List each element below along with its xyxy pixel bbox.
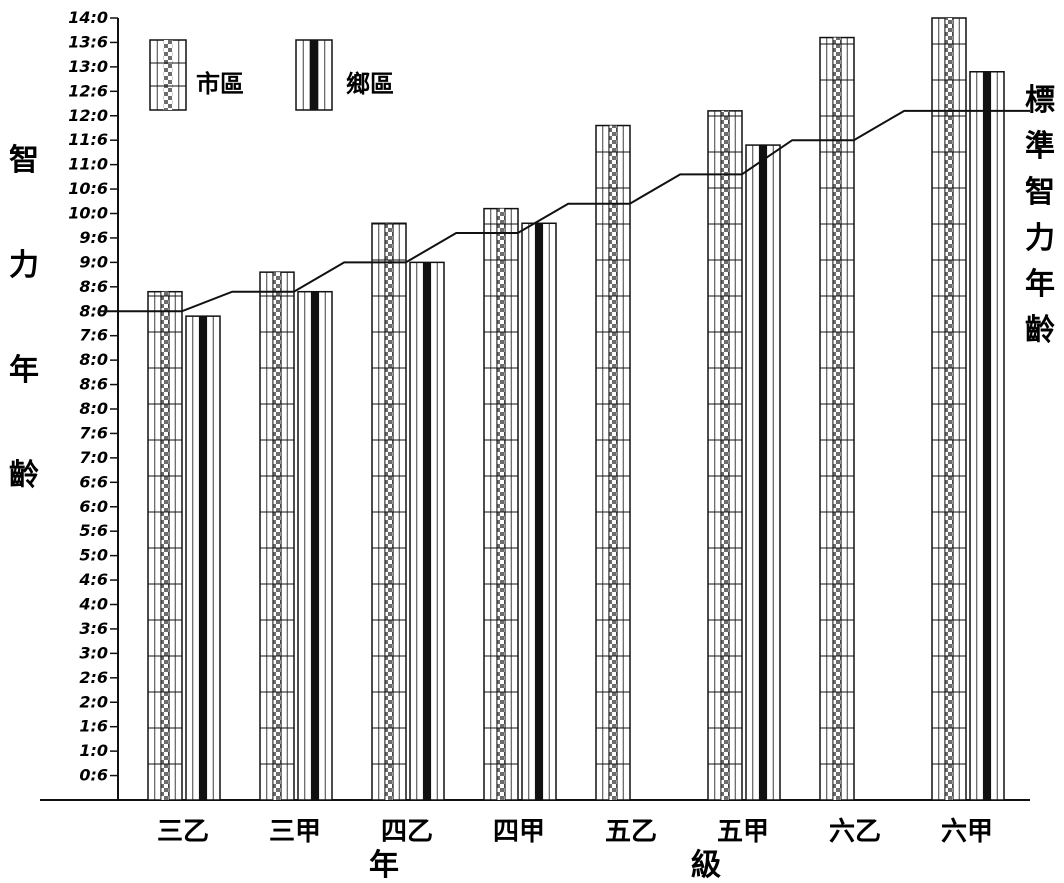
y-tick-label: 12:0 [68,106,108,125]
x-category-label: 四甲 [493,817,545,847]
reference-line-label: 標準智力年齡 [1025,83,1055,348]
bar-series-group [147,17,1005,801]
y-tick-label: 11:0 [68,155,108,174]
x-category-label: 六甲 [941,817,993,847]
bar-rural [745,144,781,801]
y-tick-label: 4:6 [78,570,108,589]
bar-city [595,124,631,801]
legend-swatch-city [149,39,187,111]
y-tick-label: 8:0 [79,350,108,369]
y-tick-label: 8:6 [79,277,108,296]
y-tick-label: 11:6 [68,130,108,149]
bar-rural [185,315,221,801]
bar-rural [521,222,557,801]
x-category-label: 三甲 [269,817,321,847]
bar-rural [409,261,445,801]
y-tick-label: 5:0 [79,546,108,565]
y-tick-label: 0:6 [79,766,108,785]
legend: 市區 鄉區 [149,39,394,111]
bar-city [483,207,519,801]
y-tick-label: 5:6 [79,521,108,540]
y-tick-label: 7:0 [79,448,108,467]
y-axis-title: 智力年齡 [9,143,39,493]
y-tick-label: 7:6 [79,423,108,442]
y-tick-label: 7:6 [79,326,108,345]
y-tick-label: 13:6 [68,32,108,51]
bar-city [371,222,407,801]
y-tick-label: 2:6 [79,668,108,687]
x-axis-title: 年級 [369,848,721,883]
y-tick-label: 13:0 [68,57,108,76]
y-tick-label: 14:6 [68,0,108,3]
y-tick-label: 10:0 [68,204,108,223]
x-category-labels: 三乙 三甲 四乙 四甲 五乙 五甲 六乙 六甲 [157,817,993,847]
bar-city [819,36,855,801]
y-tick-label: 8:0 [79,399,108,418]
bar-rural [969,71,1005,801]
y-tick-label: 3:0 [79,643,108,662]
standard-mental-age-line [97,109,1030,313]
y-tick-label: 2:0 [79,692,108,711]
y-tick-label: 12:6 [68,81,108,100]
y-tick-label: 6:0 [79,497,108,516]
bar-city [259,271,295,801]
bar-city [707,110,743,801]
x-category-label: 三乙 [157,817,209,847]
legend-swatch-rural [295,39,333,111]
x-category-label: 五甲 [717,817,769,847]
y-tick-label: 8:6 [79,375,108,394]
bar-city [931,17,967,801]
y-tick-label: 9:0 [79,252,108,271]
y-tick-label: 6:6 [79,472,108,491]
y-tick-label: 4:0 [78,595,108,614]
bar-rural [297,290,333,801]
legend-label-rural: 鄉區 [346,69,394,98]
bar-city [147,290,183,801]
x-category-label: 五乙 [605,817,657,847]
x-category-label: 四乙 [381,817,433,847]
y-tick-label: 1:0 [79,741,108,760]
y-tick-label: 3:6 [79,619,108,638]
y-tick-label: 1:6 [79,717,108,736]
y-tick-label: 8:0 [79,301,108,320]
reference-line-group [97,109,1030,313]
legend-label-city: 市區 [196,69,244,98]
x-category-label: 六乙 [829,817,881,847]
y-tick-label: 10:6 [68,179,108,198]
y-tick-label: 14:0 [68,8,108,27]
y-tick-labels: 0:6 1:0 1:6 2:0 2:6 3:0 3:6 4:0 4:6 5:0 5:6 6:0 6:6 7… [68,0,118,785]
y-tick-label: 9:6 [79,228,108,247]
